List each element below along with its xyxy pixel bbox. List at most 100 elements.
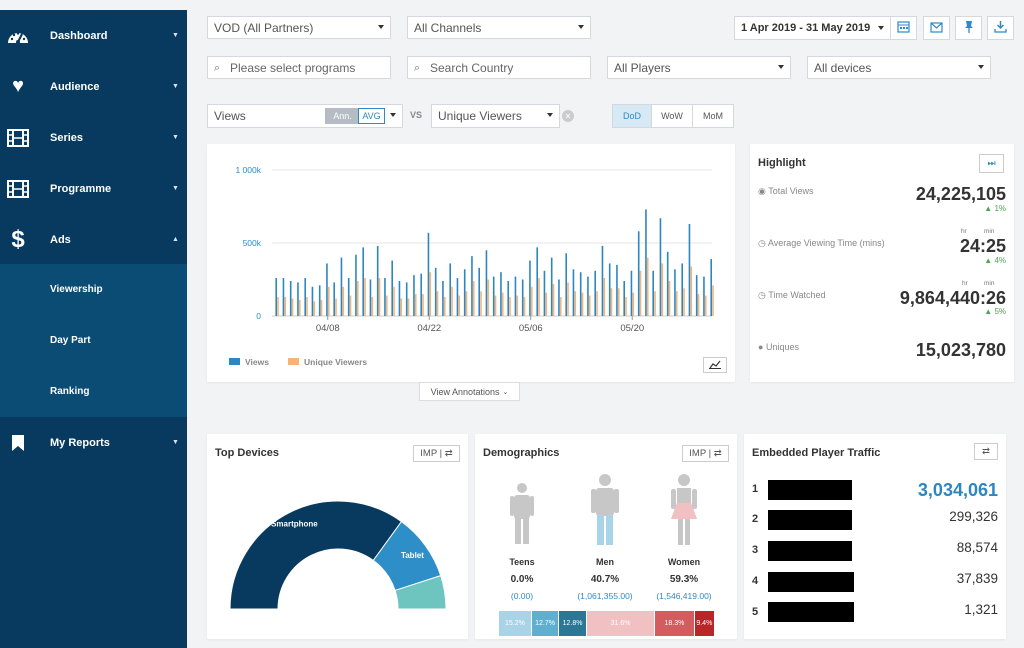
pin-button[interactable] (955, 16, 982, 40)
men-percent: 40.7% (590, 574, 620, 585)
views-bar (384, 278, 386, 316)
views-bar (413, 275, 415, 316)
views-bar (608, 263, 611, 316)
unique-viewers-bar (603, 278, 606, 316)
period-dod-button[interactable]: DoD (612, 104, 652, 128)
teens-percent: 0.0% (510, 574, 534, 585)
players-select[interactable]: All Players (607, 56, 791, 79)
views-bar (623, 280, 625, 316)
chart-type-button[interactable] (703, 357, 727, 373)
devices-select-value: All devices (814, 60, 872, 75)
demographics-metric-toggle[interactable]: IMP | ⇄ (682, 445, 729, 462)
views-bar (275, 278, 277, 316)
sidebar-item-dashboard[interactable]: Dashboard ▼ (0, 10, 187, 61)
unique-viewers-bar (327, 286, 330, 316)
sidebar-item-ads[interactable]: $ Ads ▲ (0, 214, 187, 265)
envelope-icon (930, 21, 943, 36)
unique-viewers-bar (298, 299, 301, 316)
annotations-toggle[interactable]: Ann. (325, 108, 360, 124)
views-bar (594, 270, 596, 316)
clear-compare-button[interactable]: ✕ (562, 110, 574, 122)
unique-viewers-bar (625, 297, 627, 316)
bookmark-icon (6, 432, 30, 454)
rank-value: 1,321 (964, 602, 998, 617)
download-button[interactable] (987, 16, 1014, 40)
sidebar-item-label: Series (50, 131, 84, 144)
country-search-input[interactable]: ⌕ Search Country (407, 56, 591, 79)
embedded-toggle-button[interactable]: ⇄ (974, 443, 998, 460)
sidebar-item-ranking[interactable]: Ranking (0, 366, 187, 417)
rank-value: 3,034,061 (917, 480, 998, 500)
channels-select[interactable]: All Channels (407, 16, 591, 39)
view-annotations-button[interactable]: View Annotations ⌄ (419, 382, 520, 401)
sidebar-item-viewership[interactable]: Viewership (0, 264, 187, 315)
date-range-picker[interactable]: 1 Apr 2019 - 31 May 2019 (734, 16, 891, 40)
skip-forward-button[interactable]: ⏭ (979, 154, 1004, 173)
unique-viewers-bar (284, 297, 287, 316)
sidebar-item-day-part[interactable]: Day Part (0, 315, 187, 366)
avg-time-min-label: min (984, 228, 995, 235)
period-mom-button[interactable]: MoM (692, 104, 734, 128)
metric-select[interactable]: Views Ann. AVG (207, 104, 403, 128)
programs-search-input[interactable]: ⌕ Please select programs (207, 56, 391, 79)
views-bar (347, 278, 350, 316)
unique-viewers-bar (690, 266, 693, 316)
devices-select[interactable]: All devices (807, 56, 991, 79)
unique-viewers-bar (494, 295, 497, 316)
sidebar-item-audience[interactable]: ♥ Audience ▼ (0, 61, 187, 112)
chevron-down-icon: ▼ (172, 439, 179, 446)
views-bar (674, 269, 676, 316)
views-bar (405, 282, 408, 316)
unique-viewers-bar (436, 291, 439, 316)
views-bar (326, 263, 328, 316)
devices-metric-toggle[interactable]: IMP | ⇄ (413, 445, 460, 462)
man-figure-icon (591, 474, 619, 545)
period-wow-button[interactable]: WoW (651, 104, 693, 128)
compare-metric-select[interactable]: Unique Viewers (431, 104, 560, 128)
chevron-down-icon: ⌄ (502, 388, 509, 396)
views-bar (297, 282, 299, 316)
unique-viewers-bar (559, 297, 562, 316)
views-bar (507, 280, 509, 316)
views-bar (355, 254, 357, 316)
views-bar (471, 256, 473, 316)
email-button[interactable] (923, 16, 950, 40)
age-segment: 9.4% (694, 611, 714, 636)
sidebar-item-programme[interactable]: Programme ▼ (0, 163, 187, 214)
teens-count: (0.00) (510, 591, 534, 601)
unique-viewers-bar (683, 288, 685, 316)
sidebar-item-my-reports[interactable]: My Reports ▼ (0, 417, 187, 468)
avg-toggle[interactable]: AVG (358, 108, 385, 124)
views-bar (500, 272, 502, 316)
views-chart-card: 0 500k 1 000k 04/08 04/22 05/06 05/20 Views Uniq… (207, 144, 735, 382)
players-select-value: All Players (614, 60, 671, 75)
legend-swatch (288, 358, 299, 365)
unique-viewers-bar (487, 279, 490, 316)
views-bar (681, 263, 683, 316)
age-segment: 31.6% (586, 611, 655, 636)
search-icon: ⌕ (214, 62, 221, 74)
chevron-down-icon: ▼ (172, 185, 179, 192)
unique-viewers-bar (567, 282, 569, 316)
sidebar-item-series[interactable]: Series ▼ (0, 112, 187, 163)
views-bar (434, 267, 437, 316)
unique-viewers-bar (516, 295, 519, 316)
men-label: Men (596, 557, 614, 567)
unique-viewers-bar (414, 294, 417, 316)
country-placeholder: Search Country (430, 60, 514, 75)
caret-down-icon (978, 65, 984, 69)
partner-select[interactable]: VOD (All Partners) (207, 16, 391, 39)
vs-label: VS (410, 110, 423, 120)
dollar-icon: $ (11, 225, 25, 253)
women-count: (1,546,419.00) (656, 591, 712, 601)
unique-viewers-bar (393, 286, 395, 316)
unique-viewers-bar (588, 295, 591, 316)
rank-number: 1 (752, 483, 759, 495)
calendar-button[interactable] (890, 16, 917, 40)
rank-number: 2 (752, 513, 759, 525)
views-bar (536, 247, 538, 316)
unique-viewers-bar (356, 280, 359, 316)
device-slice (394, 574, 447, 610)
views-bar (362, 247, 364, 316)
views-bar (514, 276, 517, 316)
